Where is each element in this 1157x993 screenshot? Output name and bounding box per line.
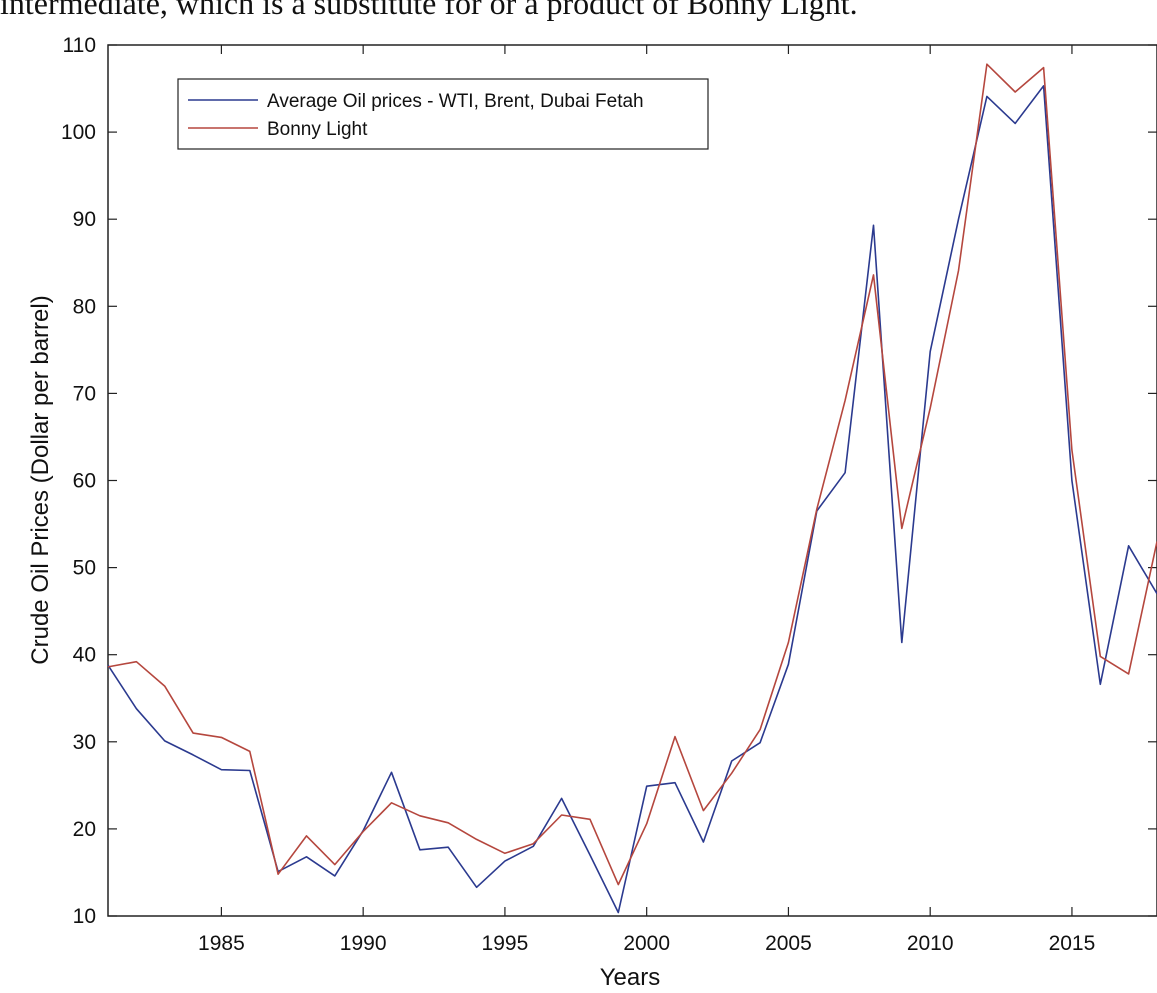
x-axis: 1985 1990 1995 2000 2005 2010 2015 [198,45,1095,955]
y-tick-label: 60 [73,470,96,493]
y-tick-label: 70 [73,382,96,405]
legend: Average Oil prices - WTI, Brent, Dubai F… [177,78,709,150]
legend-box [177,78,709,150]
x-tick-label: 1990 [340,932,387,955]
y-tick-label: 100 [61,121,96,144]
y-axis-title: Crude Oil Prices (Dollar per barrel) [27,295,54,664]
y-tick-label: 10 [73,905,96,928]
y-axis: 10 20 30 40 50 60 70 80 90 100 110 [61,34,1157,928]
caption-fragment: intermediate, which is a substitute for … [0,0,858,21]
x-axis-title: Years [600,964,661,991]
y-tick-label: 30 [73,731,96,754]
y-tick-label: 80 [73,295,96,318]
y-tick-label: 50 [73,557,96,580]
x-tick-label: 2000 [623,932,670,955]
x-tick-label: 2005 [765,932,812,955]
y-tick-label: 110 [63,34,96,57]
x-tick-label: 2010 [907,932,954,955]
x-tick-label: 1995 [482,932,529,955]
legend-label-bonny-light: Bonny Light [267,119,368,140]
y-tick-label: 20 [73,818,96,841]
y-tick-label: 40 [73,644,96,667]
plot-area [107,44,1157,917]
legend-label-average-oil: Average Oil prices - WTI, Brent, Dubai F… [267,91,644,112]
y-tick-label: 90 [73,208,96,231]
x-tick-label: 2015 [1049,932,1096,955]
x-tick-label: 1985 [198,932,245,955]
series-lines [107,63,1157,914]
series-line-bonny-light [107,63,1157,886]
